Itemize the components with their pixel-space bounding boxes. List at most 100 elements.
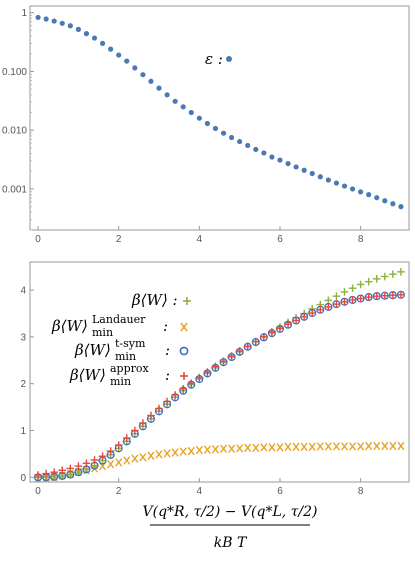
bottom-y-tick-label: 0 <box>20 473 26 484</box>
data-point-epsilon <box>196 115 202 121</box>
data-point-approx <box>316 305 325 314</box>
top-y-tick-label: 1 <box>21 8 27 19</box>
data-point-epsilon <box>309 170 315 177</box>
legend-label-approx-sup: approx <box>110 362 150 375</box>
top-panel-frame <box>29 5 410 231</box>
data-point-approx <box>34 471 42 479</box>
data-point-approx <box>203 368 212 376</box>
legend-label-approx: β⟨W⟩ <box>69 366 106 384</box>
data-point-landauer <box>123 456 131 465</box>
data-point-landauer <box>260 443 268 452</box>
data-point-landauer <box>131 454 139 463</box>
data-point-landauer <box>107 459 115 469</box>
data-point-epsilon <box>75 26 81 32</box>
data-point-epsilon <box>91 35 98 41</box>
data-point-epsilon <box>156 85 162 91</box>
bottom-series <box>34 268 405 483</box>
data-point-epsilon <box>220 130 227 136</box>
data-point-approx <box>211 362 220 371</box>
legend-marker-epsilon <box>226 56 232 62</box>
legend-label-approx-sub: min <box>110 375 131 388</box>
data-point-landauer <box>389 441 397 451</box>
data-point-approx <box>389 291 397 300</box>
data-point-work <box>381 272 389 281</box>
top-panel: 0.001 0.010 0.100 1 0 2 4 6 8 ε : <box>2 5 410 245</box>
legend-marker-landauer <box>180 322 188 332</box>
data-point-epsilon <box>67 23 73 29</box>
data-point-landauer <box>308 442 316 452</box>
data-point-epsilon <box>325 177 331 183</box>
data-point-epsilon <box>301 167 307 173</box>
data-point-approx <box>340 297 349 306</box>
data-point-approx <box>98 452 107 461</box>
data-point-epsilon <box>277 157 283 163</box>
data-point-epsilon <box>245 142 251 149</box>
data-point-approx <box>227 352 236 360</box>
data-point-epsilon <box>188 109 194 116</box>
top-legend: ε : <box>205 50 232 68</box>
data-point-epsilon <box>51 18 57 24</box>
data-point-approx <box>348 296 357 304</box>
data-point-landauer <box>316 442 324 451</box>
data-point-landauer <box>349 442 357 451</box>
data-point-approx <box>381 291 389 300</box>
data-point-approx <box>292 316 300 325</box>
data-point-approx <box>364 293 373 301</box>
data-point-approx <box>122 434 131 442</box>
data-point-epsilon <box>83 31 90 37</box>
data-point-landauer <box>340 442 349 451</box>
top-y-tick-label: 0.001 <box>2 184 27 195</box>
bottom-x-tick-label: 0 <box>35 486 41 497</box>
top-x-tick-label: 0 <box>35 234 41 245</box>
data-point-landauer <box>195 445 203 455</box>
data-point-landauer <box>155 450 163 459</box>
data-point-epsilon <box>99 40 106 47</box>
data-point-epsilon <box>285 160 291 167</box>
data-point-landauer <box>179 447 187 456</box>
data-point-approx <box>58 466 67 475</box>
data-point-epsilon <box>35 14 41 21</box>
data-point-landauer <box>332 442 340 451</box>
data-point-landauer <box>211 445 220 454</box>
data-point-epsilon <box>253 146 259 153</box>
data-point-landauer <box>236 444 244 453</box>
x-axis-label-numerator: V(q*R, τ/2) − V(q*L, τ/2) <box>143 504 318 520</box>
data-point-epsilon <box>59 20 65 26</box>
bottom-y-axis: 0 1 2 3 4 <box>20 286 34 484</box>
data-point-landauer <box>276 443 284 452</box>
legend-marker-approx <box>180 372 188 380</box>
data-point-landauer <box>252 443 260 453</box>
bottom-x-tick-label: 6 <box>277 486 283 497</box>
legend-label-work: β⟨W⟩ : <box>131 291 178 309</box>
data-point-epsilon <box>212 125 219 132</box>
data-point-work <box>356 280 365 289</box>
data-point-work <box>397 268 405 276</box>
data-point-approx <box>195 373 204 382</box>
data-point-approx <box>106 447 115 455</box>
data-point-approx <box>131 426 139 435</box>
bottom-panel-frame <box>29 261 410 483</box>
legend-label-tsym-colon: : <box>165 341 170 359</box>
data-point-epsilon <box>261 150 267 156</box>
legend-marker-work <box>183 297 191 305</box>
top-y-axis: 0.001 0.010 0.100 1 <box>2 8 34 231</box>
legend-label-tsym: β⟨W⟩ <box>74 341 111 359</box>
data-point-approx <box>163 397 171 406</box>
data-point-landauer <box>219 444 228 453</box>
data-point-epsilon <box>269 154 275 160</box>
data-point-approx <box>251 337 260 346</box>
data-point-landauer <box>187 446 195 456</box>
legend-label-tsym-sup: t-sym <box>115 337 146 350</box>
data-point-epsilon <box>382 198 388 204</box>
top-x-tick-label: 2 <box>116 234 122 245</box>
data-point-epsilon <box>204 120 211 127</box>
bottom-x-tick-label: 2 <box>116 486 122 497</box>
data-point-approx <box>372 292 381 300</box>
data-point-approx <box>82 459 91 468</box>
data-point-epsilon <box>148 78 154 84</box>
top-x-tick-label: 6 <box>277 234 283 245</box>
legend-label-approx-colon: : <box>165 366 170 384</box>
data-point-epsilon <box>237 138 243 145</box>
data-point-epsilon <box>390 201 396 207</box>
data-point-epsilon <box>124 58 130 64</box>
